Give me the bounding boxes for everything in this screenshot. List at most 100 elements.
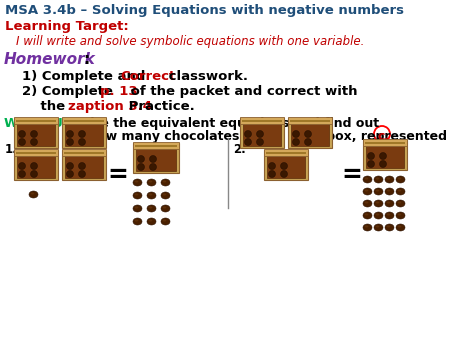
FancyBboxPatch shape	[62, 149, 106, 156]
Text: Learning Target:: Learning Target:	[5, 20, 129, 33]
FancyBboxPatch shape	[62, 118, 106, 148]
Text: how many chocolates are in each box, represented by: how many chocolates are in each box, rep…	[62, 130, 450, 143]
Text: Correct: Correct	[120, 70, 175, 83]
Ellipse shape	[387, 190, 390, 192]
Ellipse shape	[363, 188, 372, 195]
Ellipse shape	[147, 179, 156, 186]
Ellipse shape	[133, 192, 142, 199]
Ellipse shape	[398, 190, 401, 192]
Circle shape	[31, 163, 37, 169]
Ellipse shape	[396, 200, 405, 207]
Ellipse shape	[376, 190, 379, 192]
Circle shape	[31, 170, 37, 177]
Ellipse shape	[398, 214, 401, 216]
Circle shape	[18, 170, 26, 177]
Text: =: =	[108, 163, 128, 187]
Circle shape	[67, 139, 73, 145]
Ellipse shape	[364, 214, 368, 216]
Ellipse shape	[385, 176, 394, 183]
Ellipse shape	[135, 207, 138, 209]
Ellipse shape	[148, 193, 152, 196]
Circle shape	[31, 130, 37, 138]
Circle shape	[67, 170, 73, 177]
Ellipse shape	[364, 201, 368, 203]
Ellipse shape	[31, 192, 34, 195]
Ellipse shape	[385, 212, 394, 219]
Circle shape	[292, 139, 300, 145]
FancyBboxPatch shape	[365, 142, 405, 144]
Ellipse shape	[398, 177, 401, 179]
FancyBboxPatch shape	[62, 150, 106, 180]
Circle shape	[379, 161, 387, 168]
Ellipse shape	[385, 200, 394, 207]
Ellipse shape	[363, 212, 372, 219]
Circle shape	[256, 139, 264, 145]
Ellipse shape	[387, 201, 390, 203]
FancyBboxPatch shape	[240, 117, 284, 124]
Ellipse shape	[161, 205, 170, 212]
FancyBboxPatch shape	[14, 149, 58, 156]
Ellipse shape	[396, 224, 405, 231]
Ellipse shape	[364, 177, 368, 179]
FancyBboxPatch shape	[65, 156, 103, 178]
Circle shape	[18, 163, 26, 169]
Text: classwork.: classwork.	[164, 70, 248, 83]
Ellipse shape	[135, 219, 138, 221]
Ellipse shape	[161, 179, 170, 186]
Circle shape	[31, 139, 37, 145]
Ellipse shape	[163, 193, 166, 196]
Text: of the packet and correct with: of the packet and correct with	[126, 85, 357, 98]
Circle shape	[78, 170, 86, 177]
Ellipse shape	[385, 188, 394, 195]
Text: 2) Complete: 2) Complete	[22, 85, 117, 98]
FancyBboxPatch shape	[264, 150, 308, 180]
Text: zaption 3.4: zaption 3.4	[68, 100, 152, 113]
FancyBboxPatch shape	[135, 145, 177, 147]
FancyBboxPatch shape	[291, 124, 329, 146]
Text: MSA 3.4b – Solving Equations with negative numbers: MSA 3.4b – Solving Equations with negati…	[5, 4, 404, 17]
Ellipse shape	[363, 224, 372, 231]
Circle shape	[280, 170, 288, 177]
Ellipse shape	[147, 192, 156, 199]
Ellipse shape	[163, 207, 166, 209]
Circle shape	[78, 130, 86, 138]
Circle shape	[292, 130, 300, 138]
Text: 1) Complete and: 1) Complete and	[22, 70, 150, 83]
Circle shape	[78, 139, 86, 145]
Ellipse shape	[364, 225, 368, 227]
Ellipse shape	[161, 218, 170, 225]
Ellipse shape	[29, 191, 38, 198]
Ellipse shape	[396, 212, 405, 219]
FancyBboxPatch shape	[17, 124, 55, 146]
Ellipse shape	[385, 224, 394, 231]
FancyBboxPatch shape	[65, 124, 103, 146]
Ellipse shape	[163, 180, 166, 183]
FancyBboxPatch shape	[14, 118, 58, 148]
FancyBboxPatch shape	[264, 149, 308, 156]
Text: Homework: Homework	[4, 52, 96, 67]
FancyBboxPatch shape	[243, 124, 281, 146]
Ellipse shape	[374, 200, 383, 207]
FancyBboxPatch shape	[16, 152, 56, 154]
Ellipse shape	[163, 219, 166, 221]
Circle shape	[244, 139, 252, 145]
Ellipse shape	[376, 177, 379, 179]
Ellipse shape	[363, 176, 372, 183]
Ellipse shape	[387, 214, 390, 216]
Circle shape	[18, 130, 26, 138]
Ellipse shape	[135, 180, 138, 183]
FancyBboxPatch shape	[242, 120, 282, 122]
FancyBboxPatch shape	[290, 120, 330, 122]
Ellipse shape	[374, 176, 383, 183]
Circle shape	[368, 161, 374, 168]
Circle shape	[244, 130, 252, 138]
Text: 2.: 2.	[233, 143, 246, 156]
Circle shape	[269, 170, 275, 177]
FancyBboxPatch shape	[240, 118, 284, 148]
Text: :: :	[83, 52, 89, 67]
FancyBboxPatch shape	[363, 139, 407, 146]
Circle shape	[138, 155, 144, 163]
Ellipse shape	[147, 205, 156, 212]
FancyBboxPatch shape	[62, 117, 106, 124]
Ellipse shape	[398, 225, 401, 227]
